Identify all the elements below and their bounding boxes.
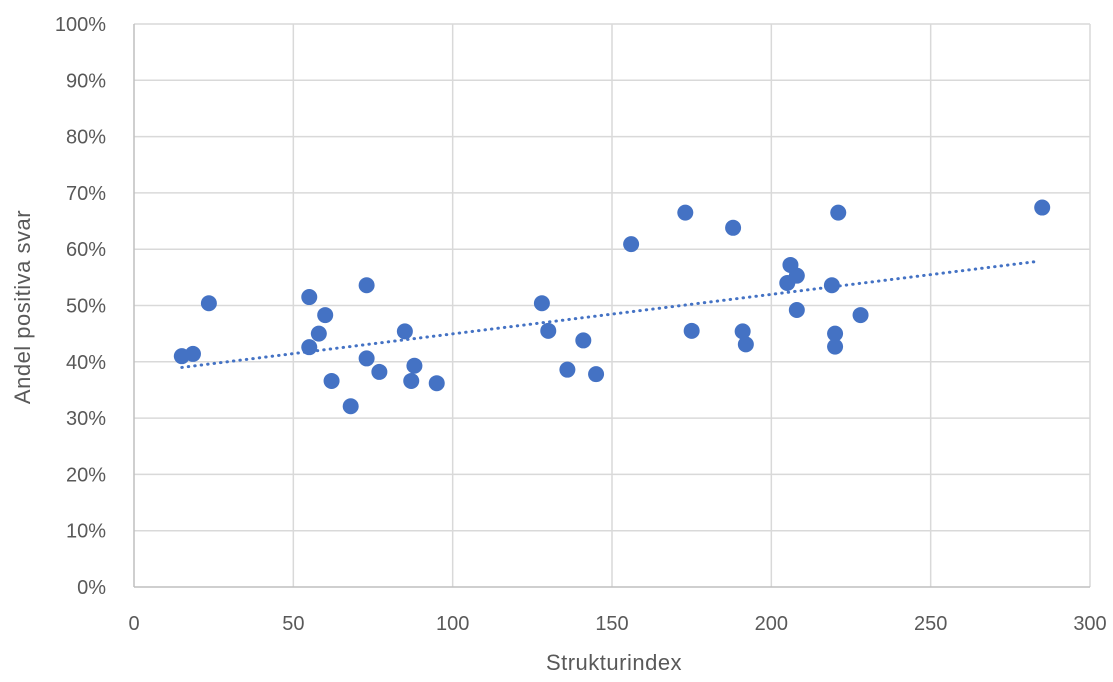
trendline (180, 260, 1038, 369)
y-axis-title: Andel positiva svar (10, 210, 35, 404)
data-point (827, 338, 844, 355)
y-tick-label: 0% (77, 577, 106, 599)
data-point (406, 357, 423, 374)
data-point (788, 267, 805, 284)
data-point (184, 345, 201, 362)
data-point (428, 375, 445, 392)
y-tick-label: 90% (66, 70, 106, 92)
data-point (358, 350, 375, 367)
x-tick-label: 200 (755, 613, 788, 635)
data-point (323, 372, 340, 389)
data-point (559, 361, 576, 378)
data-point (830, 204, 847, 221)
y-tick-label: 30% (66, 408, 106, 430)
y-tick-label: 80% (66, 127, 106, 149)
data-point (683, 322, 700, 339)
data-point (725, 219, 742, 236)
y-tick-label: 20% (66, 464, 106, 486)
axes (133, 24, 1090, 588)
x-tick-label: 100 (436, 613, 469, 635)
data-point (823, 277, 840, 294)
y-tick-label: 60% (66, 239, 106, 261)
data-point (301, 289, 318, 306)
tick-labels: 0% 10% 20% 30% 40% 50% 60% 70% 80% 90% 100% 0 50 100 1… (55, 14, 1107, 635)
x-axis-title: Strukturindex (546, 650, 682, 675)
data-point (358, 277, 375, 294)
y-tick-label: 50% (66, 296, 106, 318)
data-point (677, 204, 694, 221)
x-tick-label: 0 (128, 613, 139, 635)
y-tick-label: 70% (66, 183, 106, 205)
x-tick-label: 250 (914, 613, 947, 635)
x-tick-label: 50 (282, 613, 304, 635)
data-point (827, 325, 844, 342)
data-point (396, 323, 413, 340)
data-point (788, 302, 805, 319)
data-point (371, 363, 388, 380)
data-point (403, 372, 420, 389)
data-point (588, 366, 605, 383)
data-point (737, 336, 754, 353)
y-tick-label: 10% (66, 521, 106, 543)
data-point (317, 307, 334, 324)
data-point (200, 295, 217, 312)
trendline-group (180, 260, 1038, 369)
y-tick-label: 100% (55, 14, 106, 36)
data-point (540, 322, 557, 339)
data-point (852, 307, 869, 324)
data-point (734, 323, 751, 340)
y-tick-label: 40% (66, 352, 106, 374)
x-tick-label: 150 (595, 613, 628, 635)
data-point (1034, 199, 1051, 216)
gridlines (134, 23, 1091, 587)
data-points (173, 199, 1051, 415)
data-point (533, 295, 550, 312)
data-point (310, 325, 327, 342)
x-tick-label: 300 (1073, 613, 1106, 635)
data-point (301, 339, 318, 356)
data-point (342, 398, 359, 415)
data-point (575, 332, 592, 349)
data-point (623, 236, 640, 253)
